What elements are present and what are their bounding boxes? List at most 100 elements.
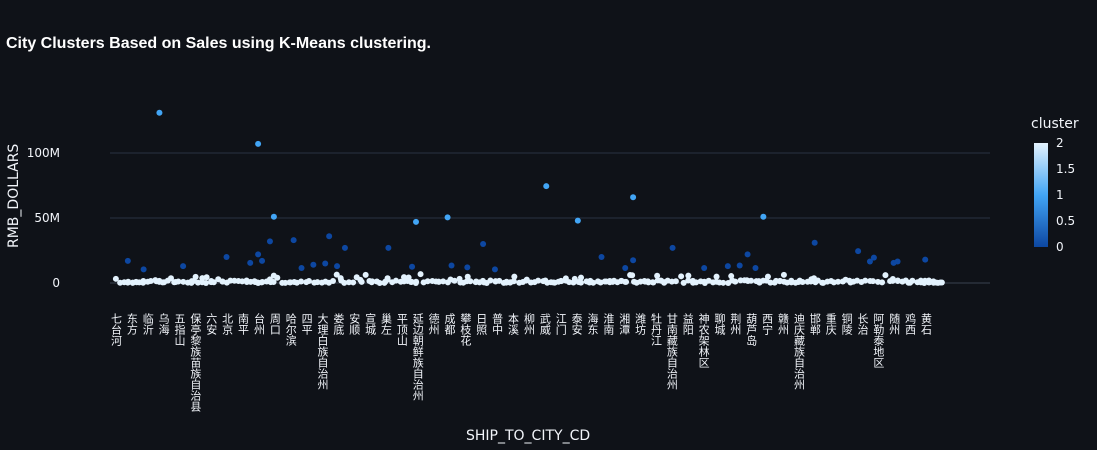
colorbar-tick-label: 1.5	[1056, 162, 1075, 176]
x-tick-label: 武威	[538, 313, 551, 336]
data-point-cluster-2	[767, 279, 774, 286]
x-tick-label: 南平	[237, 313, 250, 336]
data-point-cluster-2	[578, 274, 585, 281]
x-tick-label: 赣州	[777, 312, 790, 335]
data-point-cluster-2	[938, 279, 945, 286]
data-point-cluster-2	[314, 279, 321, 286]
data-point-cluster-1	[270, 213, 277, 220]
x-tick-label: 平顶山	[395, 313, 408, 346]
data-point-cluster-0	[669, 244, 676, 251]
data-point-cluster-2	[464, 273, 471, 280]
x-tick-label: 重庆	[824, 312, 837, 336]
data-point-cluster-0	[247, 259, 254, 266]
colorbar-tick-label: 2	[1056, 136, 1064, 150]
data-point-cluster-2	[678, 273, 685, 280]
data-point-cluster-2	[345, 279, 352, 286]
data-point-cluster-2	[424, 278, 431, 285]
data-point-cluster-2	[362, 271, 369, 278]
data-point-cluster-0	[409, 263, 416, 270]
data-point-cluster-2	[609, 278, 616, 285]
data-point-cluster-0	[385, 244, 392, 251]
x-tick-label: 鸡西	[904, 312, 917, 335]
data-point-cluster-1	[444, 214, 451, 221]
x-tick-label: 六安	[205, 313, 218, 336]
x-tick-label: 长治	[856, 313, 869, 336]
data-point-cluster-0	[140, 266, 147, 273]
data-point-cluster-1	[413, 218, 419, 225]
data-point-cluster-2	[644, 278, 651, 285]
data-point-cluster-0	[255, 251, 262, 258]
data-point-cluster-0	[334, 263, 341, 270]
data-point-cluster-2	[167, 275, 174, 282]
data-point-cluster-2	[889, 275, 896, 282]
data-point-cluster-2	[650, 279, 657, 286]
x-tick-label: 北京	[221, 313, 234, 336]
colorbar-tick-label: 0	[1056, 240, 1064, 254]
data-point-cluster-2	[577, 279, 584, 286]
x-tick-label: 淮南	[602, 313, 615, 335]
data-point-cluster-2	[799, 278, 806, 285]
data-point-cluster-0	[290, 237, 297, 244]
data-point-cluster-0	[480, 241, 487, 247]
data-point-cluster-2	[879, 279, 886, 286]
data-point-cluster-2	[333, 271, 340, 278]
x-tick-label: 铜陵	[840, 312, 853, 336]
x-tick-label: 西宁	[761, 313, 774, 335]
x-tick-label: 甘南藏族自治州	[665, 313, 678, 390]
data-point-cluster-2	[274, 274, 281, 281]
x-tick-label: 成都	[443, 313, 456, 335]
x-tick-label: 东方	[125, 313, 138, 335]
x-tick-label: 延边朝鲜族自治州	[411, 313, 424, 401]
y-axis-label: RMB_DOLLARS	[6, 143, 22, 248]
data-point-cluster-2	[748, 277, 755, 284]
x-tick-label: 安顺	[348, 312, 361, 336]
data-point-cluster-0	[870, 254, 877, 261]
x-tick-label: 临沂	[141, 312, 154, 335]
data-point-cluster-0	[598, 254, 605, 260]
data-point-cluster-2	[456, 275, 463, 282]
data-point-cluster-2	[270, 278, 277, 285]
data-point-cluster-2	[894, 278, 901, 285]
data-point-cluster-2	[882, 272, 889, 279]
data-point-cluster-2	[124, 279, 131, 286]
x-tick-label: 江门	[554, 313, 567, 336]
data-point-cluster-2	[909, 277, 916, 284]
x-tick-label: 普中	[491, 312, 504, 335]
chart-title: City Clusters Based on Sales using K-Mea…	[6, 35, 431, 52]
data-point-cluster-2	[210, 279, 217, 286]
data-point-cluster-2	[467, 278, 474, 285]
data-point-cluster-1	[543, 183, 550, 190]
x-tick-label: 周口	[268, 313, 281, 335]
data-point-cluster-0	[223, 254, 230, 260]
x-tick-label: 保亭黎族苗族自治县	[189, 312, 202, 413]
colorbar	[1034, 143, 1048, 247]
x-tick-label: 娄底	[332, 313, 345, 335]
data-point-cluster-0	[310, 261, 317, 268]
data-point-cluster-2	[202, 279, 209, 286]
x-tick-label: 本溪	[507, 312, 520, 336]
x-tick-label: 益阳	[681, 312, 694, 335]
data-point-cluster-0	[298, 265, 305, 272]
x-tick-label: 日照	[475, 313, 488, 336]
data-point-cluster-2	[305, 277, 312, 284]
x-tick-label: 乌海	[157, 312, 170, 336]
data-point-cluster-2	[203, 274, 210, 281]
data-point-cluster-0	[855, 248, 862, 255]
data-point-cluster-2	[720, 279, 727, 286]
data-point-cluster-2	[693, 279, 700, 286]
x-tick-label: 宣城	[364, 312, 377, 335]
data-point-cluster-1	[156, 109, 163, 116]
data-point-cluster-0	[811, 239, 818, 246]
data-point-cluster-0	[744, 251, 751, 258]
data-point-cluster-2	[369, 278, 376, 285]
data-point-cluster-0	[736, 262, 743, 269]
data-point-cluster-2	[440, 278, 447, 285]
data-point-cluster-0	[622, 265, 629, 272]
data-point-cluster-2	[112, 275, 119, 282]
data-point-cluster-2	[376, 279, 383, 286]
data-point-cluster-2	[350, 279, 357, 286]
y-tick-label: 100M	[27, 146, 60, 160]
data-point-cluster-2	[558, 277, 565, 284]
x-tick-label: 攀枝花	[459, 313, 472, 346]
